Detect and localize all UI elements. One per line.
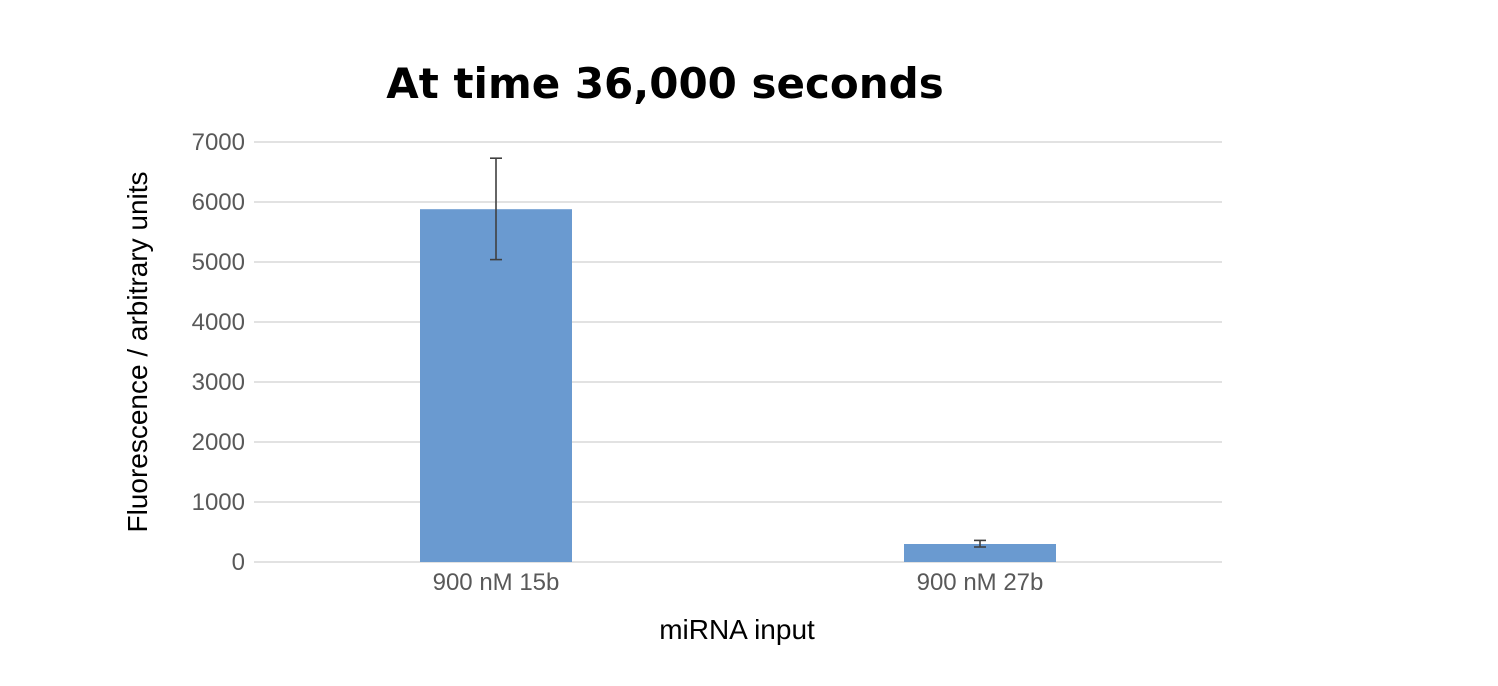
- y-tick-label: 2000: [192, 429, 245, 456]
- x-axis-ticks: 900 nM 15b 900 nM 27b: [433, 569, 1044, 596]
- bar: [420, 209, 572, 562]
- y-tick-label: 3000: [192, 369, 245, 396]
- y-tick-label: 0: [232, 549, 245, 576]
- y-tick-label: 1000: [192, 489, 245, 516]
- y-tick-label: 7000: [192, 129, 245, 156]
- y-axis-title: Fluorescence / arbitrary units: [122, 171, 153, 532]
- bars: [420, 209, 1056, 562]
- y-axis-ticks: 0 1000 2000 3000 4000 5000 6000 7000: [192, 129, 245, 576]
- error-bars: [490, 157, 986, 548]
- x-axis-title: miRNA input: [659, 614, 815, 645]
- bar: [904, 544, 1056, 562]
- y-tick-label: 5000: [192, 249, 245, 276]
- y-tick-label: 4000: [192, 309, 245, 336]
- chart-title: At time 36,000 seconds: [386, 59, 943, 108]
- gridlines: [254, 141, 1222, 563]
- x-tick-label: 900 nM 15b: [433, 569, 560, 596]
- y-tick-label: 6000: [192, 189, 245, 216]
- x-tick-label: 900 nM 27b: [917, 569, 1044, 596]
